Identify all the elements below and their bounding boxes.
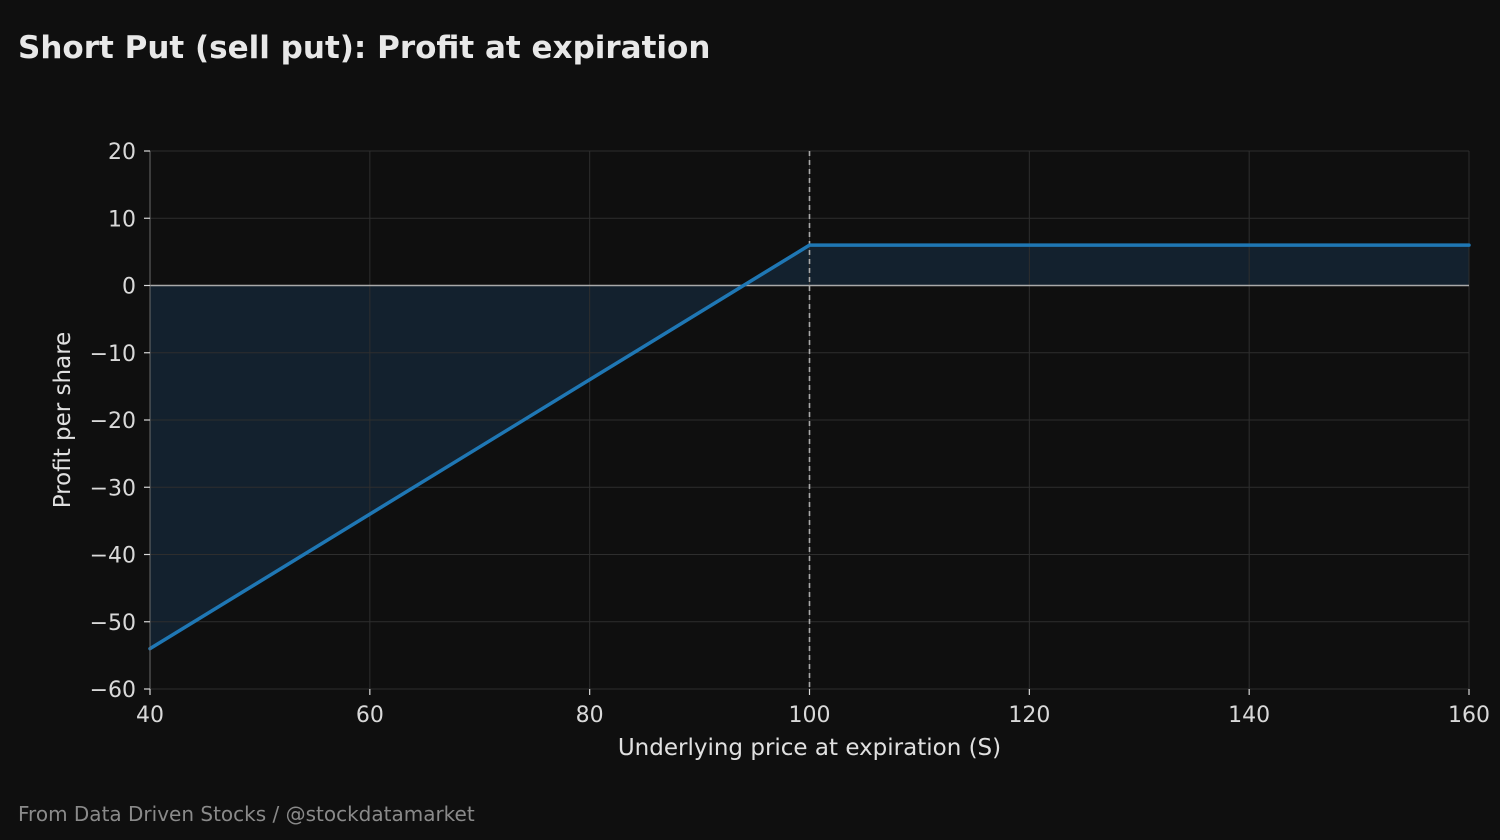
y-axis-label: Profit per share [50, 332, 76, 509]
x-tick-label: 140 [1228, 703, 1270, 728]
axes-layer: 40 60 80 100 120 140 16020100−10−20−30−40−50−6… [90, 140, 1490, 728]
x-tick-label: 60 [356, 703, 384, 728]
y-tick-label: −20 [90, 409, 136, 434]
profit-line [148, 243, 1471, 651]
profit-fill-layer [150, 245, 1469, 649]
y-tick-label: −30 [90, 476, 136, 501]
x-tick-label: 40 [136, 703, 164, 728]
footer-credit: From Data Driven Stocks / @stockdatamark… [18, 802, 475, 826]
series-layer [148, 243, 1471, 651]
y-tick-label: 0 [122, 275, 136, 300]
chart-title: Short Put (sell put): Profit at expirati… [18, 30, 711, 66]
x-tick-label: 160 [1448, 703, 1490, 728]
reference-lines-layer [150, 151, 1469, 689]
x-tick-label: 80 [576, 703, 604, 728]
x-tick-label: 100 [789, 703, 831, 728]
y-tick-label: −50 [90, 611, 136, 636]
y-tick-label: 10 [108, 207, 136, 232]
x-tick-label: 120 [1008, 703, 1050, 728]
grid-layer [149, 150, 1470, 690]
y-tick-label: −40 [90, 544, 136, 569]
profit-fill-area [150, 245, 1469, 649]
x-axis-label: Underlying price at expiration (S) [618, 735, 1001, 761]
y-tick-label: −60 [90, 678, 136, 703]
y-tick-label: −10 [90, 342, 136, 367]
y-tick-label: 20 [108, 140, 136, 165]
